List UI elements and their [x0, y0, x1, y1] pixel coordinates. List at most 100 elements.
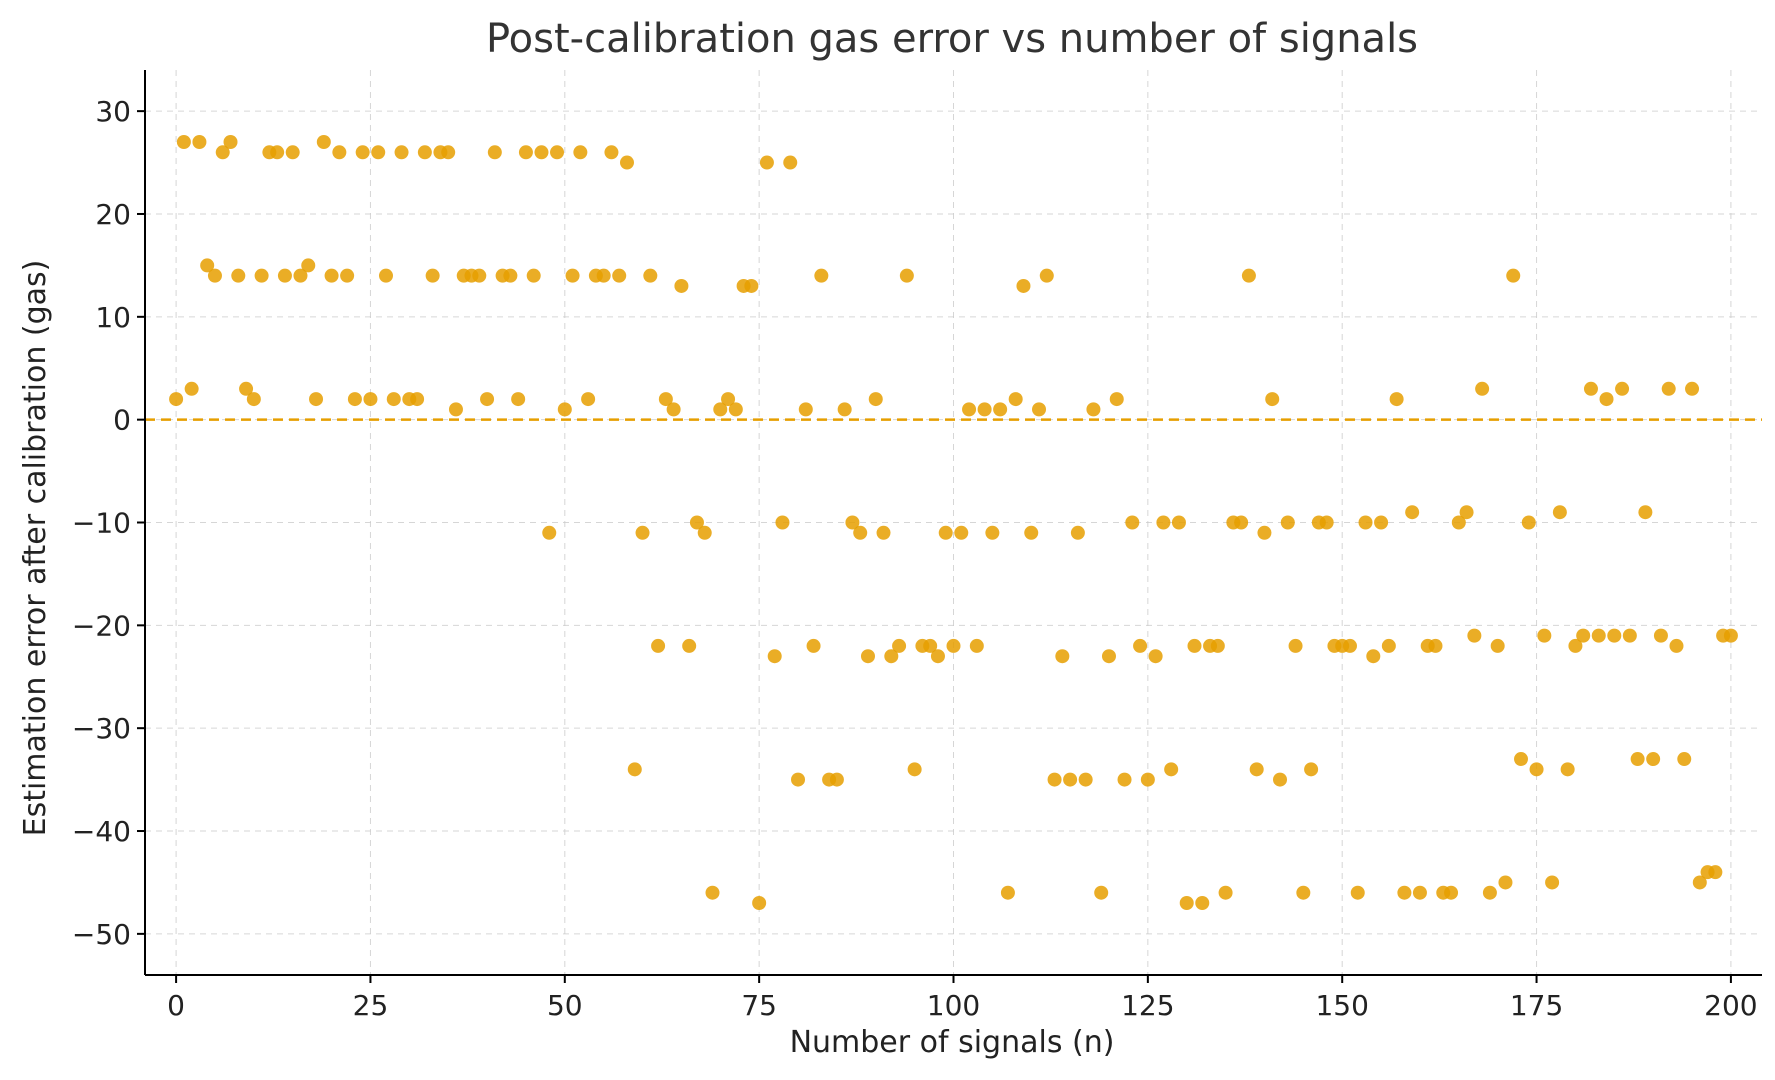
data-point [860, 649, 875, 664]
x-tick-label: 75 [741, 989, 777, 1022]
data-point [1514, 752, 1529, 767]
data-point [441, 145, 456, 160]
data-point [1125, 515, 1140, 530]
data-point [347, 392, 362, 407]
data-point [1063, 772, 1078, 787]
data-point [1506, 268, 1521, 283]
x-tick-label: 100 [927, 989, 980, 1022]
data-points [169, 134, 1738, 911]
data-point [907, 762, 922, 777]
data-point [1156, 515, 1171, 530]
data-point [378, 268, 393, 283]
y-tick-label: −20 [72, 609, 131, 642]
data-point [573, 145, 588, 160]
data-point [1078, 772, 1093, 787]
data-point [1280, 515, 1295, 530]
data-point [946, 638, 961, 653]
data-point [1444, 885, 1459, 900]
y-tick-label: −30 [72, 712, 131, 745]
data-point [1381, 638, 1396, 653]
y-axis-label: Estimation error after calibration (gas) [18, 260, 53, 837]
data-point [1661, 381, 1676, 396]
data-point [682, 638, 697, 653]
data-point [332, 145, 347, 160]
data-point [759, 155, 774, 170]
data-point [417, 145, 432, 160]
data-point [1086, 402, 1101, 417]
data-point [876, 525, 891, 540]
data-point [1109, 392, 1124, 407]
grid [145, 70, 1762, 975]
data-point [192, 134, 207, 149]
data-point [1241, 268, 1256, 283]
x-tick-label: 150 [1315, 989, 1368, 1022]
data-point [1560, 762, 1575, 777]
data-point [1630, 752, 1645, 767]
y-tick-label: 20 [95, 198, 131, 231]
data-point [798, 402, 813, 417]
data-point [1374, 515, 1389, 530]
data-point [783, 155, 798, 170]
data-point [868, 392, 883, 407]
data-point [363, 392, 378, 407]
data-point [526, 268, 541, 283]
data-point [425, 268, 440, 283]
data-point [270, 145, 285, 160]
data-point [1537, 628, 1552, 643]
data-point [1475, 381, 1490, 396]
data-point [985, 525, 1000, 540]
data-point [1467, 628, 1482, 643]
data-point [627, 762, 642, 777]
x-tick-label: 50 [547, 989, 583, 1022]
data-point [1350, 885, 1365, 900]
data-point [1179, 896, 1194, 911]
data-point [1133, 638, 1148, 653]
y-tick-label: −50 [72, 918, 131, 951]
data-point [301, 258, 316, 273]
chart-title: Post-calibration gas error vs number of … [486, 16, 1418, 62]
data-point [1607, 628, 1622, 643]
axes: 0 25 50 75 100 125 150 175 2003020100−10−20−30−4… [72, 70, 1762, 1022]
data-point [1319, 515, 1334, 530]
data-point [448, 402, 463, 417]
data-point [969, 638, 984, 653]
data-point [993, 402, 1008, 417]
data-point [884, 649, 899, 664]
data-point [1008, 392, 1023, 407]
data-point [223, 134, 238, 149]
data-point [1692, 875, 1707, 890]
data-point [1187, 638, 1202, 653]
data-point [643, 268, 658, 283]
data-point [1498, 875, 1513, 890]
y-tick-label: 0 [113, 404, 131, 437]
data-point [938, 525, 953, 540]
data-point [1576, 628, 1591, 643]
data-point [1140, 772, 1155, 787]
data-point [892, 638, 907, 653]
data-point [581, 392, 596, 407]
data-point [1412, 885, 1427, 900]
y-tick-label: 10 [95, 301, 131, 334]
data-point [176, 134, 191, 149]
data-point [713, 402, 728, 417]
data-point [480, 392, 495, 407]
data-point [1000, 885, 1015, 900]
data-point [542, 525, 557, 540]
data-point [1358, 515, 1373, 530]
data-point [1016, 278, 1031, 293]
data-point [1723, 628, 1738, 643]
data-point [1032, 402, 1047, 417]
data-point [814, 268, 829, 283]
data-point [837, 402, 852, 417]
data-point [1265, 392, 1280, 407]
data-point [1653, 628, 1668, 643]
x-tick-label: 200 [1704, 989, 1757, 1022]
data-point [1070, 525, 1085, 540]
data-point [1646, 752, 1661, 767]
data-point [1545, 875, 1560, 890]
data-point [1101, 649, 1116, 664]
data-point [1459, 505, 1474, 520]
data-point [697, 525, 712, 540]
data-point [169, 392, 184, 407]
